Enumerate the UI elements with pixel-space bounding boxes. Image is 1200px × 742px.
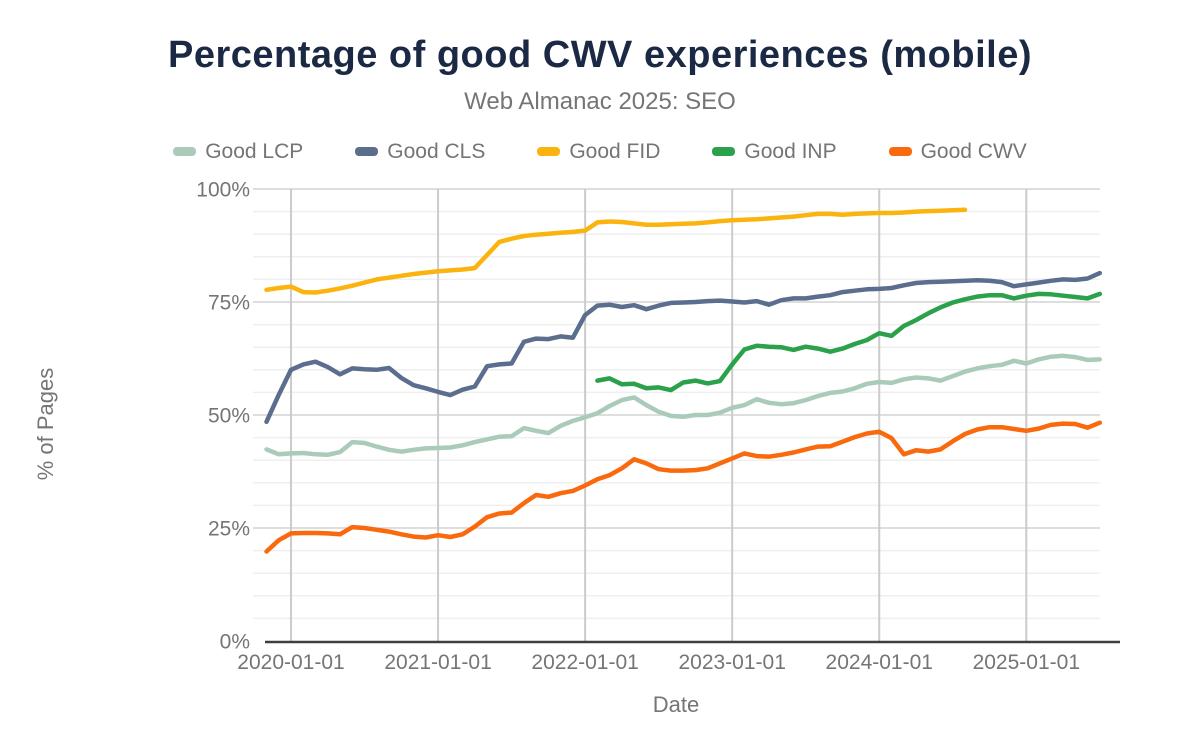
- y-tick-label: 25%: [208, 518, 250, 541]
- legend-label: Good CWV: [920, 140, 1027, 163]
- x-tick-label: 2022-01-01: [531, 651, 638, 674]
- legend-item-good-cwv[interactable]: Good CWV: [888, 140, 1027, 163]
- x-tick-label: 2021-01-01: [384, 651, 491, 674]
- legend-swatch-good-cwv: [888, 147, 912, 156]
- legend-item-good-fid[interactable]: Good FID: [537, 141, 660, 162]
- series-line-good-inp[interactable]: [595, 291, 1103, 393]
- series-line-good-lcp[interactable]: [264, 353, 1103, 458]
- chart-title: Percentage of good CWV experiences (mobi…: [167, 34, 1032, 76]
- x-tick-label: 2024-01-01: [826, 651, 933, 674]
- legend-label: Good CLS: [387, 140, 486, 163]
- legend-label: Good INP: [744, 140, 837, 163]
- x-tick-label: 2025-01-01: [973, 651, 1080, 674]
- legend-swatch-good-inp: [712, 147, 736, 156]
- legend-item-good-cls[interactable]: Good CLS: [355, 141, 485, 162]
- y-tick-label: 75%: [208, 292, 250, 315]
- y-tick-label: 0%: [220, 631, 250, 654]
- legend-item-good-inp[interactable]: Good INP: [712, 140, 837, 163]
- x-tick-label: 2023-01-01: [678, 651, 785, 674]
- x-tick-label: 2020-01-01: [237, 651, 344, 674]
- legend: Good LCP Good CLS Good FID Good INP Good CWV: [0, 141, 1200, 162]
- x-axis-title: Date: [652, 692, 700, 717]
- legend-label: Good LCP: [205, 140, 304, 163]
- legend-swatch-good-lcp: [173, 147, 197, 156]
- legend-swatch-good-fid: [537, 147, 561, 156]
- series-line-good-fid[interactable]: [264, 207, 968, 295]
- series-line-good-cls[interactable]: [264, 270, 1103, 425]
- y-axis-title: % of Pages: [33, 367, 58, 481]
- legend-item-good-lcp[interactable]: Good LCP: [173, 141, 303, 162]
- y-tick-label: 50%: [208, 405, 250, 428]
- y-tick-label: 100%: [196, 179, 250, 202]
- chart-subtitle: Web Almanac 2025: SEO: [464, 88, 736, 115]
- legend-swatch-good-cls: [355, 147, 379, 156]
- legend-label: Good FID: [569, 140, 661, 163]
- series-line-good-cwv[interactable]: [264, 420, 1103, 554]
